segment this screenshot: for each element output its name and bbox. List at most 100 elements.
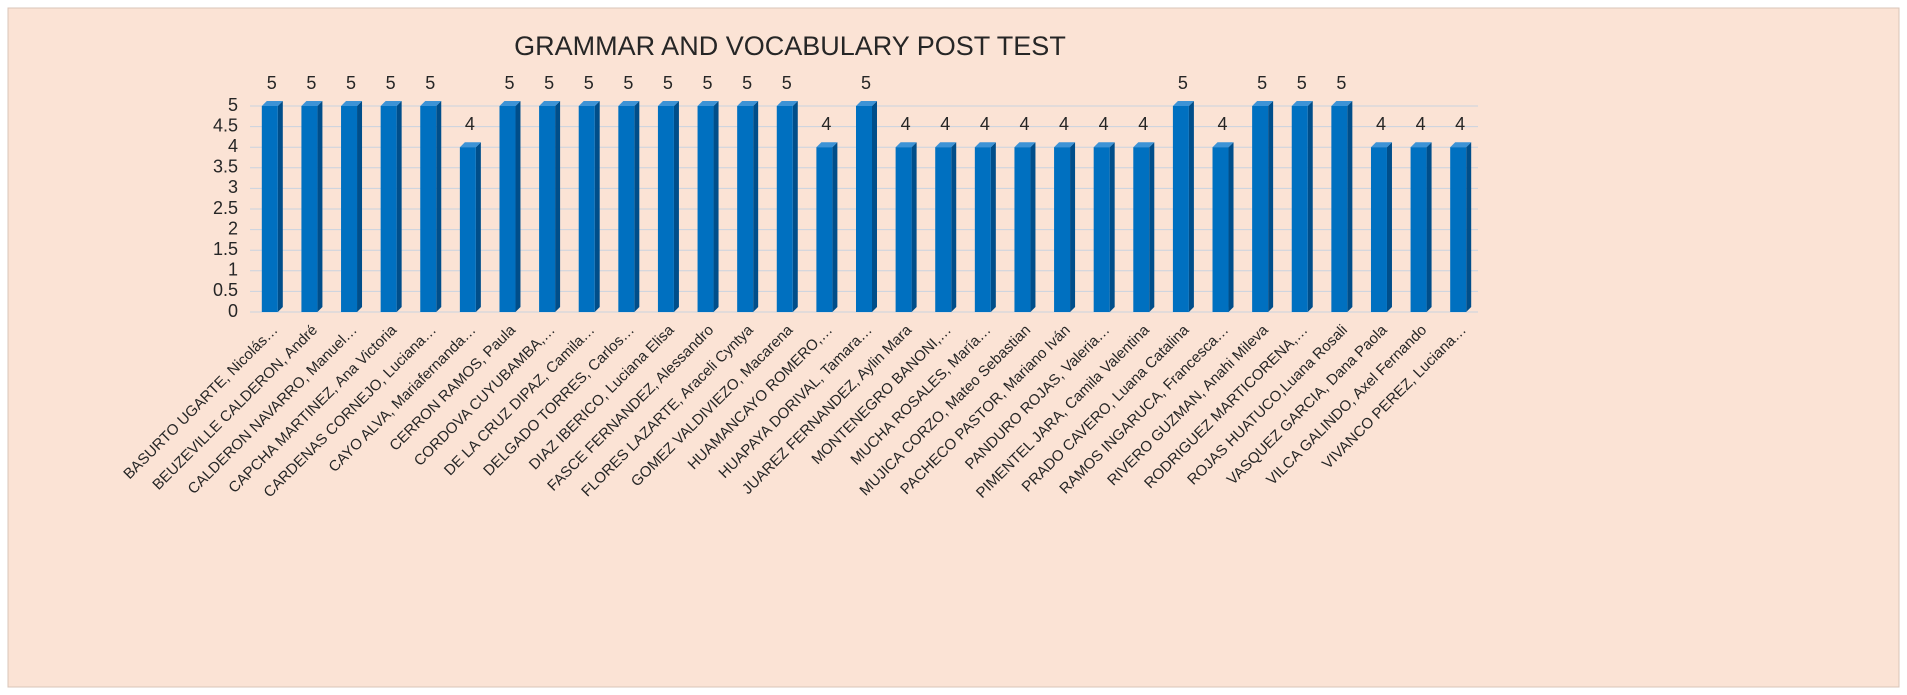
bar-top	[776, 101, 798, 106]
value-label: 4	[1376, 114, 1386, 134]
bar	[499, 106, 516, 312]
bar-top	[1410, 142, 1432, 148]
value-label: 5	[346, 73, 356, 93]
bar	[895, 147, 912, 312]
bar-side	[1149, 142, 1155, 312]
bar-side	[1228, 142, 1234, 312]
bar-top	[420, 101, 442, 106]
bar	[380, 106, 397, 312]
bar-top	[816, 142, 838, 148]
bar-top	[578, 101, 600, 106]
value-label: 4	[1218, 114, 1228, 134]
y-tick-label: 2.5	[213, 198, 238, 218]
value-label: 4	[940, 114, 950, 134]
bar-top	[895, 142, 917, 148]
bar-top	[341, 101, 363, 106]
bar	[301, 106, 318, 312]
bar-side	[832, 142, 838, 312]
bar-side	[1188, 101, 1194, 312]
bar-side	[357, 101, 363, 312]
bar	[1093, 147, 1110, 312]
bar-side	[1070, 142, 1076, 312]
value-label: 5	[425, 73, 435, 93]
bar	[420, 106, 437, 312]
bar-top	[618, 101, 640, 106]
chart-title: GRAMMAR AND VOCABULARY POST TEST	[514, 31, 1066, 61]
y-tick-label: 1	[228, 260, 238, 280]
bar-top	[1093, 142, 1115, 148]
bar	[1331, 106, 1348, 312]
bar	[856, 106, 872, 312]
y-tick-label: 3.5	[213, 157, 238, 177]
bar	[1014, 147, 1031, 312]
bar	[1450, 147, 1467, 312]
value-label: 5	[584, 73, 594, 93]
bar	[578, 106, 595, 312]
value-label: 5	[267, 73, 277, 93]
bar-side	[396, 101, 402, 312]
bar-side	[792, 101, 798, 312]
bar-top	[539, 101, 561, 106]
bar	[1410, 147, 1427, 312]
bar	[776, 106, 793, 312]
value-label: 5	[1257, 73, 1267, 93]
bar-side	[634, 101, 640, 312]
bar-top	[301, 101, 323, 106]
value-label: 5	[663, 73, 673, 93]
bar-top	[935, 142, 957, 148]
bar-top	[697, 101, 719, 106]
bar-top	[856, 101, 877, 106]
bar	[1291, 106, 1308, 312]
value-label: 4	[901, 114, 911, 134]
bar-top	[1291, 101, 1313, 106]
bar	[657, 106, 674, 312]
bar-side	[1426, 142, 1432, 312]
value-label: 4	[465, 114, 475, 134]
value-label: 4	[980, 114, 990, 134]
bar	[1133, 147, 1150, 312]
bar-side	[555, 101, 561, 312]
y-tick-label: 0	[228, 301, 238, 321]
value-label: 4	[1416, 114, 1426, 134]
bar	[261, 106, 278, 312]
bar-side	[594, 101, 600, 312]
bar-side	[1030, 142, 1036, 312]
bar-side	[673, 101, 679, 312]
y-tick-label: 3	[228, 177, 238, 197]
bar	[935, 147, 952, 312]
bar-top	[1331, 101, 1353, 106]
value-label: 5	[1178, 73, 1188, 93]
bar-side	[713, 101, 719, 312]
bar-top	[1252, 101, 1274, 106]
bar	[341, 106, 358, 312]
bar-side	[1466, 142, 1472, 312]
y-tick-label: 0.5	[213, 280, 238, 300]
bar-top	[261, 101, 283, 106]
value-label: 4	[1059, 114, 1069, 134]
bar-top	[1172, 101, 1194, 106]
bar	[539, 106, 556, 312]
value-label: 5	[306, 73, 316, 93]
bar	[1212, 147, 1229, 312]
value-label: 5	[742, 73, 752, 93]
bar-side	[990, 142, 996, 312]
bar-top	[499, 101, 521, 106]
bar	[1172, 106, 1189, 312]
bar-top	[1054, 142, 1076, 148]
bar-side	[515, 101, 521, 312]
bar	[974, 147, 991, 312]
bar-top	[380, 101, 402, 106]
bar	[1370, 147, 1387, 312]
value-label: 5	[861, 73, 871, 93]
bar-side	[911, 142, 917, 312]
bar-side	[1307, 101, 1313, 312]
bar-side	[872, 101, 877, 312]
value-label: 4	[1019, 114, 1029, 134]
bar-top	[1212, 142, 1234, 148]
bar	[697, 106, 714, 312]
bar-side	[951, 142, 957, 312]
value-label: 5	[1297, 73, 1307, 93]
bar-side	[277, 101, 283, 312]
bar-side	[1109, 142, 1115, 312]
